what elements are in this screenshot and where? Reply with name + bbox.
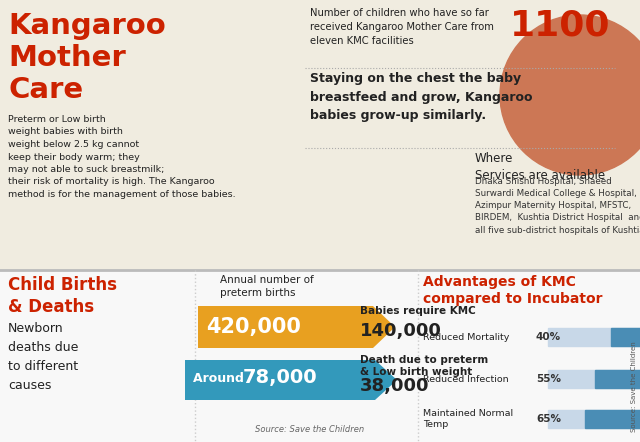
Circle shape xyxy=(500,15,640,175)
Text: Where
Services are available: Where Services are available xyxy=(475,152,605,182)
Text: 🦘: 🦘 xyxy=(562,74,594,126)
Bar xyxy=(0,270,640,442)
Text: Annual number of
preterm births: Annual number of preterm births xyxy=(220,275,314,298)
Bar xyxy=(595,370,640,388)
Text: 140,000: 140,000 xyxy=(360,322,442,340)
Text: Advantages of KMC
compared to Incubator: Advantages of KMC compared to Incubator xyxy=(423,275,602,306)
Text: Maintained Normal
Temp: Maintained Normal Temp xyxy=(423,409,513,429)
Text: Preterm or Low birth
weight babies with birth
weight below 2.5 kg cannot
keep th: Preterm or Low birth weight babies with … xyxy=(8,115,236,199)
Text: Dhaka Shishu Hospital, Shaeed
Surwardi Medical College & Hospital,
Azimpur Mater: Dhaka Shishu Hospital, Shaeed Surwardi M… xyxy=(475,177,640,235)
Bar xyxy=(0,0,640,270)
Bar xyxy=(548,410,640,428)
Text: 55%: 55% xyxy=(536,374,561,384)
Text: 65%: 65% xyxy=(536,414,561,424)
Text: 1100: 1100 xyxy=(510,8,611,42)
Text: Kangaroo: Kangaroo xyxy=(8,12,166,40)
Text: 420,000: 420,000 xyxy=(206,317,301,337)
Text: 40%: 40% xyxy=(536,332,561,342)
Text: Around: Around xyxy=(193,371,248,385)
Text: Source: Save the Children: Source: Save the Children xyxy=(255,425,364,434)
Polygon shape xyxy=(198,306,395,348)
Bar xyxy=(611,328,640,346)
Text: Death due to preterm
& Low birth weight: Death due to preterm & Low birth weight xyxy=(360,355,488,377)
Bar xyxy=(548,370,640,388)
Text: Source: Save the Children: Source: Save the Children xyxy=(631,341,637,432)
Text: Reduced Mortality: Reduced Mortality xyxy=(423,332,509,342)
Text: Reduced Infection: Reduced Infection xyxy=(423,374,509,384)
Bar xyxy=(585,410,640,428)
Polygon shape xyxy=(185,360,397,400)
Text: Babies require KMC: Babies require KMC xyxy=(360,306,476,316)
Text: Child Births
& Deaths: Child Births & Deaths xyxy=(8,276,117,316)
Bar xyxy=(548,328,640,346)
Text: 🦘: 🦘 xyxy=(563,73,596,127)
Text: Newborn
deaths due
to different
causes: Newborn deaths due to different causes xyxy=(8,322,78,392)
Text: Mother: Mother xyxy=(8,44,125,72)
Text: Care: Care xyxy=(8,76,83,104)
Text: 38,000: 38,000 xyxy=(360,377,429,395)
Text: Staying on the chest the baby
breastfeed and grow, Kangaroo
babies grow-up simil: Staying on the chest the baby breastfeed… xyxy=(310,72,532,122)
Text: Number of children who have so far
received Kangaroo Mother Care from
eleven KMC: Number of children who have so far recei… xyxy=(310,8,494,46)
Text: 78,000: 78,000 xyxy=(243,369,317,388)
